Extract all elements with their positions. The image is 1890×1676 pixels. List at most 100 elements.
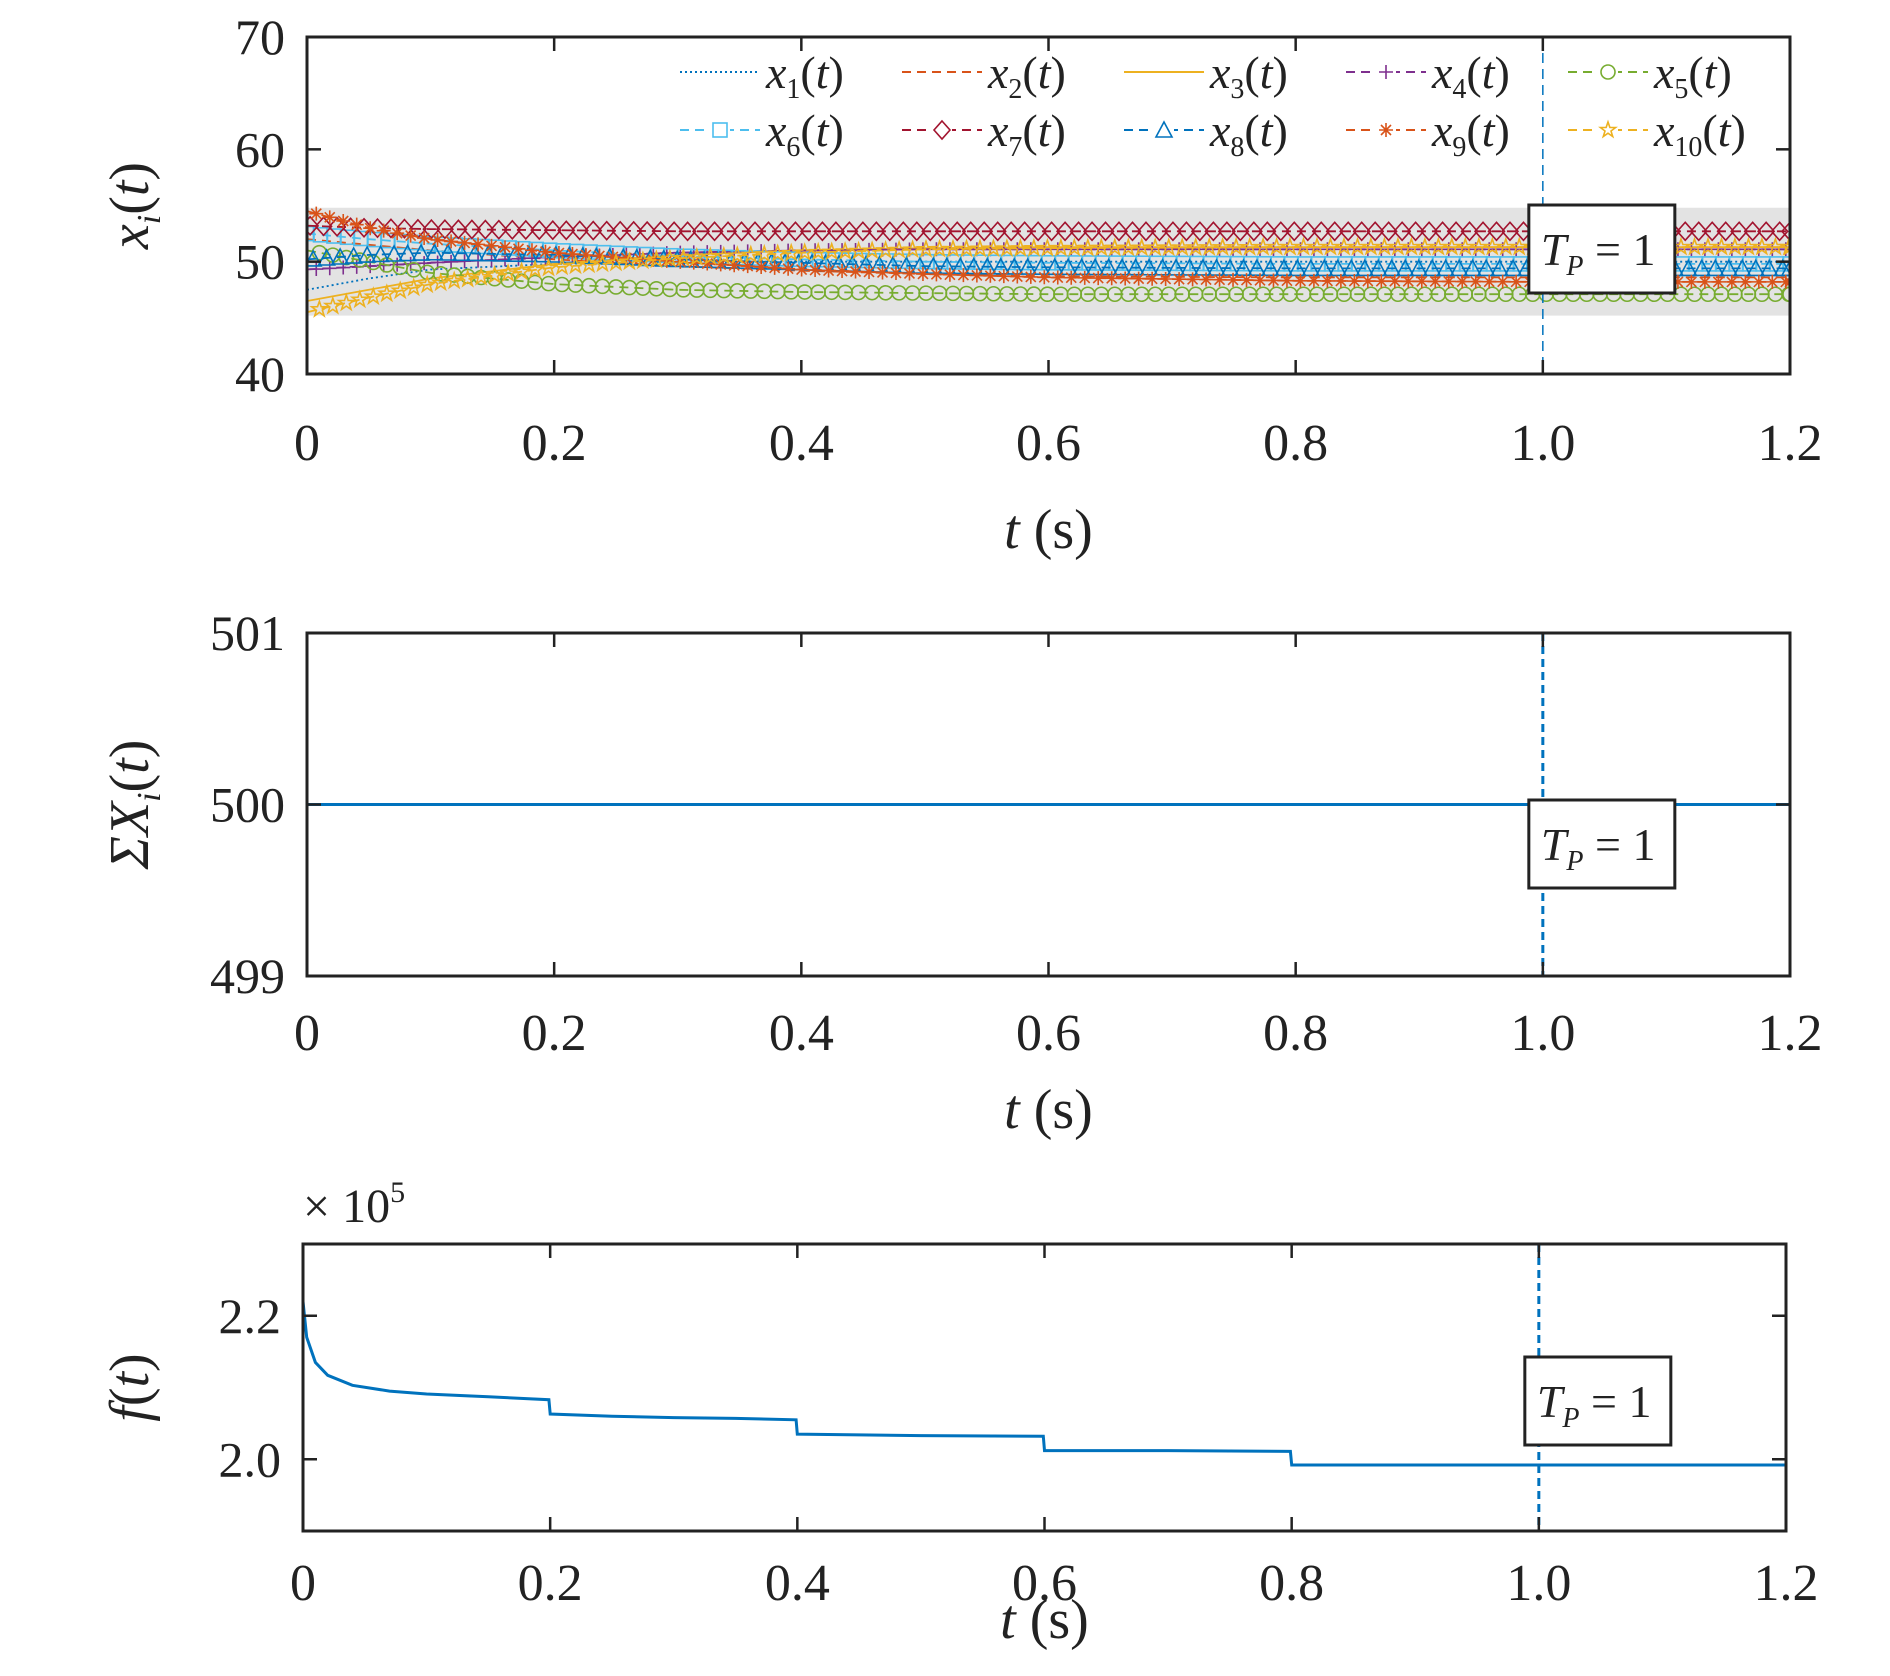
- legend-marker-bg: [932, 120, 952, 140]
- tp-annotation-text: TP = 1: [1541, 819, 1656, 877]
- series-point: [471, 266, 492, 286]
- series-point: [1325, 221, 1344, 242]
- series-point: [1395, 258, 1415, 277]
- legend-label: x7(t): [987, 105, 1066, 163]
- series-point: [465, 243, 485, 262]
- x-tick-label: 1.0: [1506, 1555, 1571, 1612]
- series-point: [929, 267, 944, 282]
- legend-marker: [712, 122, 728, 138]
- series-point: [1023, 269, 1038, 284]
- series-point: [1104, 271, 1119, 286]
- series-point: [1293, 273, 1308, 288]
- x-axis-label: t (s): [1004, 1079, 1093, 1141]
- series-point: [376, 283, 397, 303]
- series-point: [519, 244, 539, 263]
- series-point: [395, 218, 414, 239]
- x-tick-label: 0.2: [518, 1555, 583, 1612]
- chart-panel-1: 0 0.2 0.4 0.6 0.8 1.0 1.2 40 50 60 70 t (s) xi(t) TP …: [99, 9, 1823, 561]
- series-point: [570, 220, 589, 241]
- series-point: [543, 219, 562, 241]
- series-point: [1670, 274, 1685, 289]
- series-point: [1077, 270, 1092, 285]
- x-tick-label: 1.0: [1510, 1005, 1575, 1062]
- series-point: [457, 268, 478, 288]
- series-point: [1298, 221, 1317, 242]
- series-1: [303, 1301, 1786, 1467]
- series-point: [565, 247, 580, 262]
- series-point: [907, 221, 926, 242]
- series-point: [430, 232, 445, 247]
- series-point: [813, 221, 832, 242]
- series-point: [1150, 221, 1169, 242]
- series-point: [1193, 258, 1213, 276]
- series-point: [1476, 258, 1496, 277]
- series-point: [1172, 272, 1187, 287]
- series-point: [314, 216, 333, 237]
- series-point: [1719, 258, 1739, 277]
- series-point: [1446, 221, 1466, 242]
- series-point: [1689, 221, 1708, 242]
- series-point: [1360, 274, 1375, 289]
- series-point: [1109, 221, 1129, 242]
- series-point: [1002, 221, 1021, 242]
- series-point: [322, 295, 343, 315]
- series-point: [1180, 258, 1199, 276]
- series-point: [754, 259, 769, 274]
- legend-item-5: x5(t): [1568, 47, 1732, 105]
- series-point: [336, 213, 351, 228]
- series-point: [1136, 221, 1156, 242]
- series-point: [1743, 221, 1762, 242]
- y-tick-label: 499: [210, 948, 285, 1004]
- series-point: [1487, 221, 1506, 242]
- series-point: [732, 221, 751, 242]
- series-point: [444, 234, 459, 249]
- series-point: [452, 243, 471, 262]
- series-point: [1288, 258, 1307, 277]
- series-point: [956, 268, 971, 283]
- series-point: [1258, 221, 1277, 242]
- series-point: [1185, 272, 1200, 287]
- series-point: [317, 248, 336, 266]
- series-point: [309, 206, 324, 221]
- series-point: [1177, 221, 1196, 242]
- series-point: [964, 256, 984, 275]
- series-line: [307, 260, 1790, 291]
- series-point: [438, 243, 458, 261]
- series-point: [1460, 221, 1479, 242]
- series-point: [1163, 221, 1182, 242]
- x-tick-label: 0.4: [769, 415, 834, 472]
- series-point: [1422, 258, 1442, 277]
- series-point: [1697, 274, 1712, 289]
- series-point: [565, 255, 586, 275]
- series-point: [449, 219, 468, 240]
- series-point: [1482, 274, 1497, 289]
- series-point: [937, 256, 957, 275]
- series-point: [1190, 221, 1209, 242]
- series-point: [619, 251, 640, 271]
- series-point: [1503, 258, 1523, 277]
- series-point: [880, 221, 899, 242]
- chart-panel-3: 0 0.2 0.4 0.6 0.8 1.0 1.2 2.0 2.2 t (s) f(t) × 105 T…: [99, 1176, 1819, 1651]
- series-point: [1780, 258, 1790, 277]
- series-point: [384, 244, 404, 262]
- x-tick-label: 1.0: [1510, 415, 1575, 472]
- series-point: [1441, 274, 1456, 289]
- series-point: [417, 231, 432, 246]
- series-point: [498, 263, 519, 282]
- series-point: [772, 221, 792, 242]
- series-point: [1711, 274, 1726, 289]
- series-point: [624, 220, 643, 242]
- series-point: [322, 210, 337, 225]
- legend-item-10: x10(t): [1568, 105, 1746, 163]
- series-point: [330, 247, 350, 265]
- series-point: [767, 260, 782, 275]
- series-point: [1312, 221, 1331, 242]
- series-point: [579, 254, 599, 274]
- legend-marker-bg: [1154, 120, 1174, 140]
- series-point: [1123, 221, 1142, 242]
- x-tick-label: 0: [294, 415, 320, 472]
- legend-label: x9(t): [1431, 105, 1510, 163]
- series-point: [503, 219, 522, 241]
- series-point: [476, 219, 495, 240]
- series-point: [1199, 272, 1214, 287]
